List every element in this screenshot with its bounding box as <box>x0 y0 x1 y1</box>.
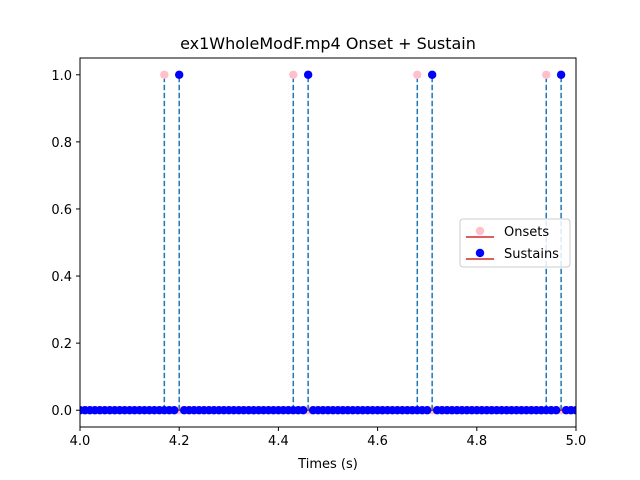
sustains-peak-marker <box>303 70 313 79</box>
plot-frame <box>79 57 577 428</box>
onsets-peak-marker <box>289 70 298 79</box>
sustains-marker <box>170 406 179 415</box>
legend: Onsets Sustains <box>459 218 571 268</box>
y-tick-label: 1.0 <box>51 69 72 84</box>
y-tick-label: 0.4 <box>51 270 72 285</box>
axis-ticks: 4.0 4.2 4.4 4.6 4.8 5.0 0.0 0.2 0.4 0.6 0.8 1.0 <box>51 69 586 449</box>
sustains-marker <box>551 406 561 415</box>
x-axis-label: Times (s) <box>297 457 358 472</box>
onsets-legend-marker <box>475 226 485 236</box>
sustains-marker <box>299 406 308 415</box>
x-tick-label: 4.8 <box>466 434 487 449</box>
x-tick-label: 4.4 <box>268 434 289 449</box>
sustains-marker <box>423 406 432 415</box>
sustains-peak-marker <box>427 70 437 79</box>
x-tick-label: 4.2 <box>169 434 190 449</box>
onsets-legend-label: Onsets <box>504 225 549 240</box>
x-tick-label: 4.6 <box>367 434 388 449</box>
onsets-peak-marker <box>542 70 551 79</box>
sustains-peak-marker <box>556 70 566 79</box>
x-tick-label: 4.0 <box>70 434 91 449</box>
plot-area <box>80 70 576 415</box>
sustains-legend-marker <box>475 248 485 258</box>
onsets-peak-marker <box>160 70 169 79</box>
x-tick-label: 5.0 <box>566 434 587 449</box>
y-tick-label: 0.2 <box>51 337 72 352</box>
y-tick-label: 0.0 <box>51 404 72 419</box>
sustains-legend-label: Sustains <box>504 247 559 262</box>
y-tick-label: 0.6 <box>51 203 72 218</box>
y-tick-label: 0.8 <box>51 136 72 151</box>
legend-box <box>459 218 571 268</box>
onsets-peak-marker <box>413 70 422 79</box>
sustains-peak-marker <box>175 70 184 79</box>
chart-title: ex1WholeModF.mp4 Onset + Sustain <box>180 34 476 53</box>
sustains-marker <box>571 406 576 415</box>
